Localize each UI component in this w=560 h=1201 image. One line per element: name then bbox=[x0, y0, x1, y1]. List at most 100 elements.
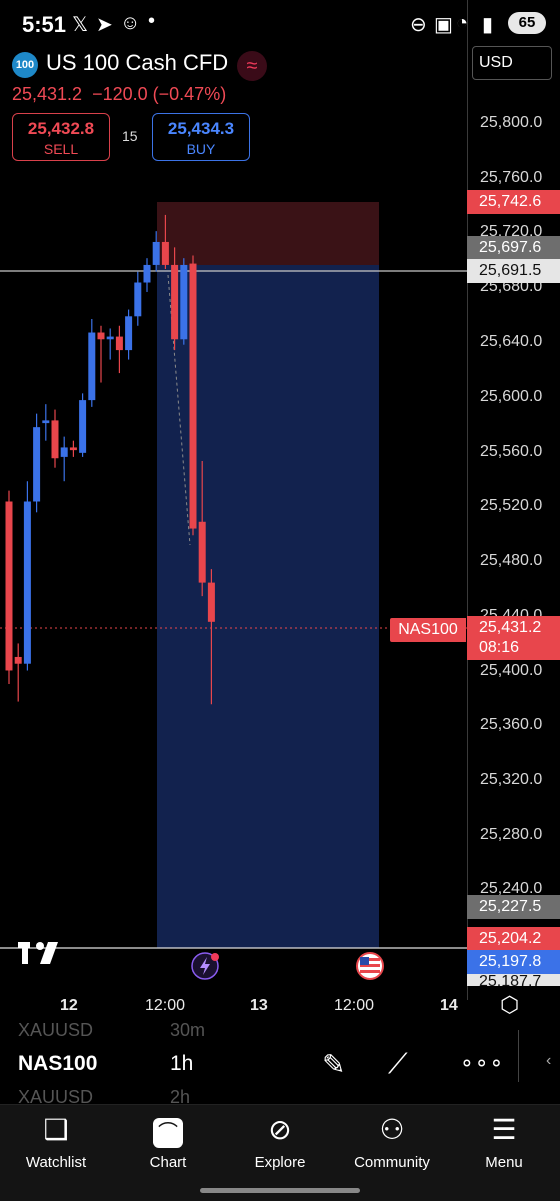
symbol-price-tag: NAS100 bbox=[390, 618, 466, 642]
interval-picker[interactable]: 1h bbox=[170, 1052, 194, 1075]
price-axis-border bbox=[467, 0, 468, 1000]
price-tick: 25,360.0 bbox=[480, 716, 543, 733]
candle-body bbox=[60, 447, 68, 457]
chart-settings-icon[interactable]: ⬡ bbox=[500, 992, 520, 1017]
bookmark-icon: ❑ bbox=[43, 1114, 69, 1145]
last-price: 25,431.2 bbox=[12, 84, 83, 104]
candle-body bbox=[125, 316, 133, 351]
wifi-icon: ◔ bbox=[456, 12, 469, 34]
nav-community[interactable]: ⚇ Community bbox=[336, 1110, 448, 1171]
buy-label: BUY bbox=[186, 141, 216, 157]
status-time: 5:51 bbox=[22, 12, 67, 37]
nav-explore[interactable]: ⊘ Explore bbox=[224, 1110, 336, 1171]
candle-body bbox=[42, 420, 50, 424]
chevron-left-icon[interactable]: ‹ bbox=[546, 1052, 552, 1069]
candles-group bbox=[5, 214, 215, 705]
tradingview-logo bbox=[18, 942, 58, 964]
price-tag-lower: 25,227.5 bbox=[467, 895, 560, 919]
snapchat-icon: ☺ bbox=[120, 12, 141, 34]
compass-icon: ⊘ bbox=[268, 1114, 292, 1145]
candle-body bbox=[14, 656, 22, 664]
pencil-drawing-icon[interactable]: ✎ bbox=[322, 1049, 346, 1080]
signal-icon: ▮ bbox=[482, 14, 494, 36]
sell-price: 25,432.8 bbox=[27, 119, 95, 138]
battery-indicator: 65 bbox=[508, 12, 546, 34]
time-label: 12:00 bbox=[334, 997, 375, 1014]
current-price-tag: 25,431.2 08:16 bbox=[467, 616, 560, 660]
more-options-icon[interactable]: ∘∘∘ bbox=[460, 1050, 505, 1075]
gesture-bar bbox=[200, 1188, 360, 1193]
stop-price-tag: 25,742.6 bbox=[467, 190, 560, 214]
candle-body bbox=[134, 282, 142, 317]
price-change-line: 25,431.2 −120.0 (−0.47%) bbox=[12, 84, 226, 105]
candle-body bbox=[97, 332, 105, 340]
candle-body bbox=[33, 427, 41, 502]
nav-menu[interactable]: ☰ Menu bbox=[448, 1110, 560, 1171]
candle-body bbox=[152, 241, 160, 265]
toolbar-divider bbox=[518, 1030, 519, 1082]
chart-toolbar bbox=[0, 1026, 560, 1104]
interval-picker-prev[interactable]: 30m bbox=[170, 1020, 206, 1040]
symbol-picker-next[interactable]: XAUUSD bbox=[18, 1087, 94, 1107]
target-price-tag: 25,204.2 bbox=[467, 927, 560, 951]
candle-body bbox=[88, 332, 96, 401]
people-icon: ⚇ bbox=[379, 1114, 405, 1145]
symbol-picker-prev[interactable]: XAUUSD bbox=[18, 1020, 94, 1040]
candle-body bbox=[143, 264, 151, 283]
symbol-title[interactable]: US 100 Cash CFD bbox=[46, 50, 229, 75]
sell-button[interactable]: 25,432.8 SELL bbox=[12, 113, 110, 161]
candle-countdown: 08:16 bbox=[479, 639, 520, 656]
candle-body bbox=[106, 336, 114, 340]
time-label: 14 bbox=[440, 997, 458, 1014]
candle-body bbox=[171, 264, 179, 340]
time-label: 12:00 bbox=[145, 997, 186, 1014]
nav-chart[interactable]: ⌒ Chart bbox=[112, 1110, 224, 1171]
currency-selector[interactable]: USD bbox=[472, 46, 552, 80]
candle-body bbox=[115, 336, 123, 351]
symbol-picker[interactable]: NAS100 bbox=[18, 1052, 98, 1075]
nav-label: Menu bbox=[485, 1154, 523, 1171]
x-app-icon: 𝕏 bbox=[72, 14, 89, 36]
spread-value: 15 bbox=[122, 128, 138, 144]
notification-dot-icon: • bbox=[148, 10, 156, 32]
time-label: 13 bbox=[250, 997, 268, 1014]
price-tick: 25,520.0 bbox=[480, 497, 543, 514]
cast-icon: ▣ bbox=[434, 14, 453, 36]
price-tick: 25,400.0 bbox=[480, 662, 543, 679]
status-bar: 5:51 𝕏 ➤ ☺ • ⊖ ▣ ◔ ▮ 65 bbox=[0, 0, 560, 48]
price-chart[interactable] bbox=[0, 0, 467, 986]
price-tag-cut: 25,187.7 bbox=[467, 974, 560, 986]
interval-picker-next[interactable]: 2h bbox=[170, 1087, 191, 1107]
candle-body bbox=[23, 501, 31, 664]
candle-body bbox=[198, 521, 206, 583]
nav-watchlist[interactable]: ❑ Watchlist bbox=[0, 1110, 112, 1171]
price-tick: 25,280.0 bbox=[480, 826, 543, 843]
buy-button[interactable]: 25,434.3 BUY bbox=[152, 113, 250, 161]
telegram-icon: ➤ bbox=[96, 14, 113, 36]
candle-body bbox=[5, 501, 13, 671]
lightning-event-icon bbox=[191, 952, 219, 980]
current-price-value: 25,431.2 bbox=[479, 619, 542, 636]
price-tick: 25,560.0 bbox=[480, 443, 543, 460]
chart-icon: ⌒ bbox=[112, 1110, 224, 1150]
nav-label: Community bbox=[354, 1154, 430, 1171]
nav-label: Chart bbox=[149, 1154, 187, 1171]
price-tag-blue: 25,197.8 bbox=[467, 950, 560, 974]
menu-icon: ☰ bbox=[491, 1114, 517, 1145]
trend-line-icon[interactable]: ⟋ bbox=[388, 1048, 408, 1079]
price-tick: 25,760.0 bbox=[480, 169, 543, 186]
candle-body bbox=[161, 241, 169, 265]
candle-body bbox=[79, 400, 87, 453]
us-flag-event-icon bbox=[356, 952, 384, 980]
nav-label: Explore bbox=[254, 1154, 306, 1171]
crosshair-price-tag: 25,691.5 bbox=[467, 259, 560, 283]
symbol-badge[interactable]: 100 bbox=[12, 52, 38, 78]
candle-body bbox=[207, 582, 215, 622]
sell-label: SELL bbox=[43, 141, 79, 157]
price-tick: 25,600.0 bbox=[480, 388, 543, 405]
time-label: 12 bbox=[60, 997, 78, 1014]
pulse-icon[interactable]: ≈ bbox=[237, 51, 267, 81]
price-tick: 25,640.0 bbox=[480, 333, 543, 350]
candle-body bbox=[180, 264, 188, 340]
price-tick: 25,480.0 bbox=[480, 552, 543, 569]
